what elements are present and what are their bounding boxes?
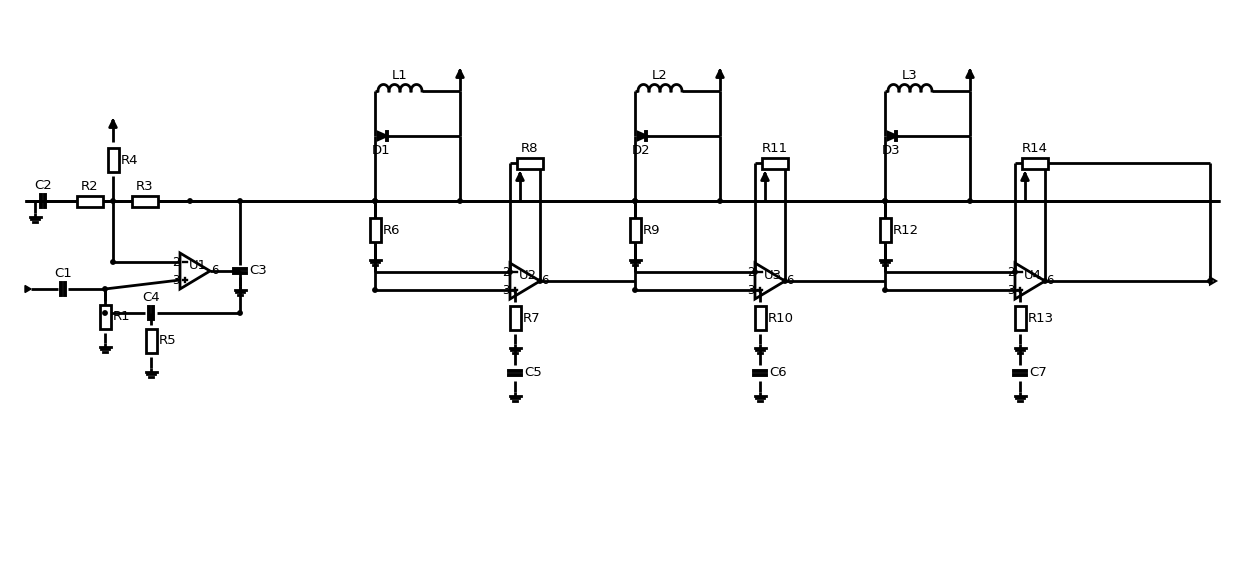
Circle shape xyxy=(187,199,192,203)
Text: 3: 3 xyxy=(172,274,180,287)
Text: 2: 2 xyxy=(171,255,180,268)
Text: C6: C6 xyxy=(769,366,786,380)
Text: 3: 3 xyxy=(502,284,510,297)
Circle shape xyxy=(238,199,242,203)
Text: R1: R1 xyxy=(113,311,130,323)
Polygon shape xyxy=(888,132,897,139)
Text: R3: R3 xyxy=(136,180,154,193)
Bar xyxy=(131,196,157,206)
Circle shape xyxy=(1043,279,1048,283)
Bar xyxy=(879,218,890,242)
Text: D3: D3 xyxy=(882,144,900,157)
Polygon shape xyxy=(378,132,387,139)
Text: R7: R7 xyxy=(523,312,541,325)
Bar xyxy=(754,306,765,330)
Circle shape xyxy=(103,311,107,315)
Circle shape xyxy=(967,199,972,203)
Text: 6: 6 xyxy=(1045,274,1053,288)
Bar xyxy=(630,218,641,242)
Text: C2: C2 xyxy=(35,179,52,192)
Circle shape xyxy=(373,199,377,203)
Text: R8: R8 xyxy=(521,142,538,155)
Text: R14: R14 xyxy=(1022,142,1048,155)
Circle shape xyxy=(238,311,242,315)
Circle shape xyxy=(782,279,787,283)
Circle shape xyxy=(753,270,758,274)
Text: R12: R12 xyxy=(893,223,919,237)
Text: C1: C1 xyxy=(55,267,72,280)
Circle shape xyxy=(508,270,512,274)
Text: C3: C3 xyxy=(249,264,267,278)
Polygon shape xyxy=(639,132,646,139)
Text: L3: L3 xyxy=(903,69,918,81)
Circle shape xyxy=(632,199,637,203)
Text: 2: 2 xyxy=(746,265,754,278)
Text: R10: R10 xyxy=(768,312,794,325)
Circle shape xyxy=(1208,279,1213,283)
Bar xyxy=(763,158,787,169)
Text: C5: C5 xyxy=(525,366,542,380)
Text: R11: R11 xyxy=(761,142,789,155)
Text: R4: R4 xyxy=(122,154,139,166)
Circle shape xyxy=(373,288,377,292)
Circle shape xyxy=(373,199,377,203)
Text: U2: U2 xyxy=(518,269,537,282)
Text: 2: 2 xyxy=(502,265,510,278)
Circle shape xyxy=(632,288,637,292)
Circle shape xyxy=(110,260,115,264)
Circle shape xyxy=(632,199,637,203)
Bar xyxy=(108,148,119,172)
Text: 2: 2 xyxy=(1007,265,1014,278)
Bar xyxy=(510,306,521,330)
Circle shape xyxy=(883,288,887,292)
Circle shape xyxy=(110,199,115,203)
Circle shape xyxy=(883,199,887,203)
Text: R9: R9 xyxy=(644,223,661,237)
Text: 6: 6 xyxy=(211,264,218,278)
Circle shape xyxy=(103,287,107,291)
Text: R5: R5 xyxy=(159,335,176,347)
Text: L2: L2 xyxy=(652,69,668,81)
Text: R13: R13 xyxy=(1028,312,1054,325)
Text: U4: U4 xyxy=(1023,269,1042,282)
Bar xyxy=(1014,306,1025,330)
Bar xyxy=(145,329,156,353)
Circle shape xyxy=(538,279,542,283)
Bar xyxy=(1022,158,1048,169)
Circle shape xyxy=(883,199,887,203)
Bar xyxy=(517,158,543,169)
Bar xyxy=(99,305,110,329)
Circle shape xyxy=(1013,270,1017,274)
Text: C4: C4 xyxy=(143,291,160,304)
Text: 3: 3 xyxy=(746,284,754,297)
Text: D1: D1 xyxy=(372,144,391,157)
Text: R2: R2 xyxy=(81,180,99,193)
Text: U3: U3 xyxy=(764,269,781,282)
Polygon shape xyxy=(25,285,31,292)
Bar xyxy=(77,196,103,206)
Text: D2: D2 xyxy=(632,144,651,157)
Text: R6: R6 xyxy=(383,223,401,237)
Text: 3: 3 xyxy=(1007,284,1014,297)
Circle shape xyxy=(718,199,722,203)
Text: 6: 6 xyxy=(541,274,548,288)
Circle shape xyxy=(458,199,463,203)
Text: U1: U1 xyxy=(188,259,207,272)
Text: C7: C7 xyxy=(1029,366,1047,380)
Text: L1: L1 xyxy=(392,69,408,81)
Bar xyxy=(370,218,381,242)
Text: 6: 6 xyxy=(786,274,794,288)
